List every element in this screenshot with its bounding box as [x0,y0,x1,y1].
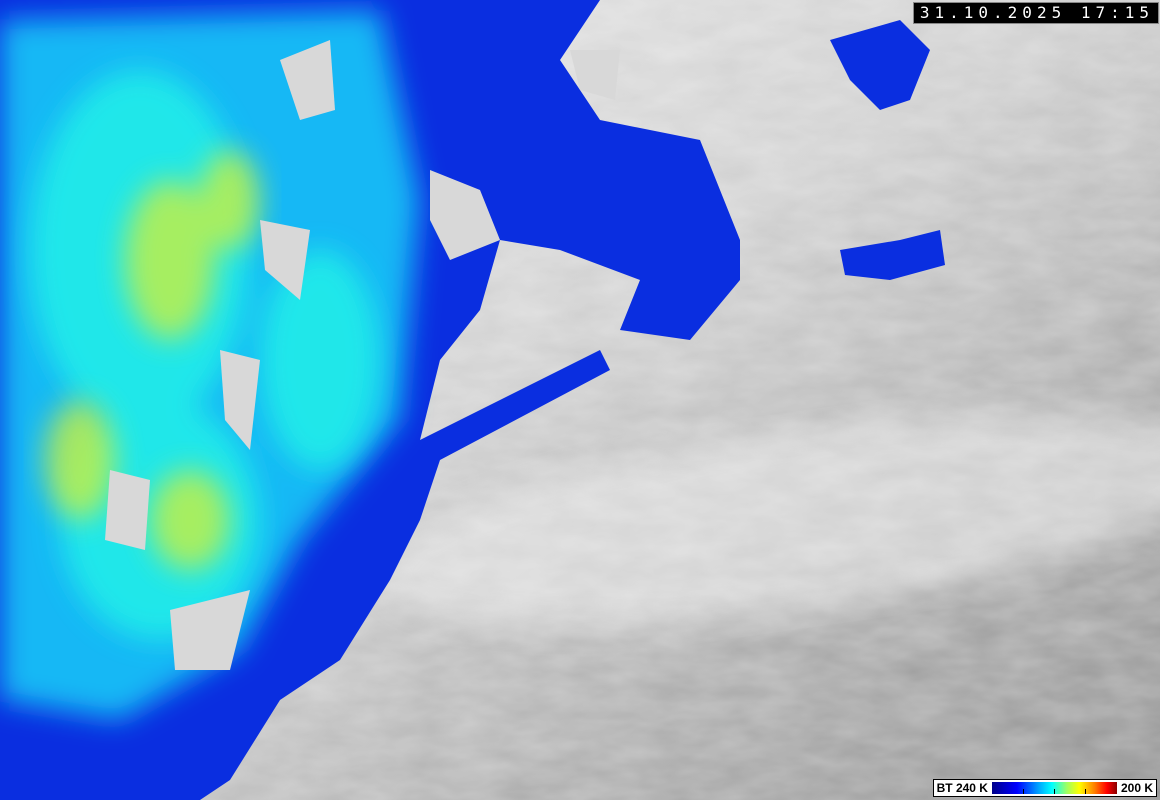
colorbar-tick [1084,789,1086,794]
timestamp: 31.10.2025 17:15 [912,2,1159,24]
colorbar [991,782,1117,794]
legend-label-right: 200 K [1120,781,1153,795]
legend-label-left: BT 240 K [936,781,988,795]
color-legend: BT 240 K 200 K [932,779,1157,797]
colorbar-tick [1022,789,1024,794]
colorbar-tick [1053,789,1055,794]
